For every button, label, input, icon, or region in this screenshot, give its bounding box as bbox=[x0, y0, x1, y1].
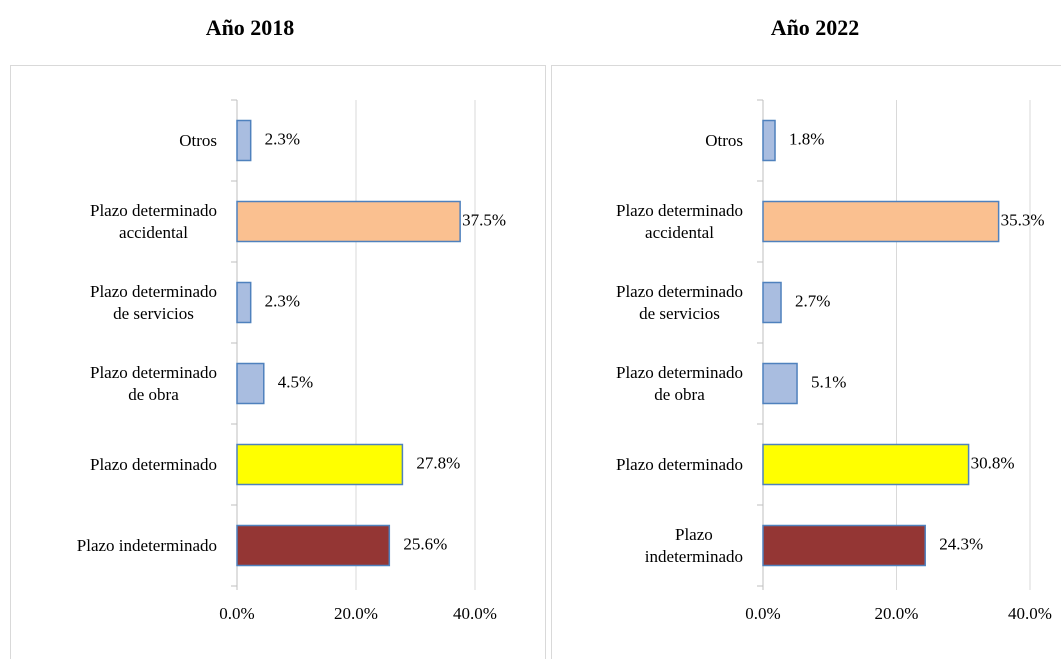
category-label: Otros bbox=[705, 130, 743, 150]
value-label: 2.3% bbox=[265, 291, 300, 310]
bar bbox=[762, 524, 926, 567]
bar bbox=[762, 362, 798, 405]
chart-title: Año 2022 bbox=[771, 15, 860, 40]
value-label: 27.8% bbox=[416, 453, 460, 472]
value-label: 2.7% bbox=[795, 291, 830, 310]
category-label: Plazo determinado de obra bbox=[616, 362, 743, 404]
bar bbox=[236, 200, 461, 243]
x-tick-label: 0.0% bbox=[745, 604, 780, 623]
bar bbox=[762, 281, 782, 324]
bar bbox=[236, 362, 265, 405]
category-label: Plazo determinado bbox=[616, 454, 743, 474]
x-tick-label: 40.0% bbox=[453, 604, 497, 623]
value-label: 24.3% bbox=[939, 534, 983, 553]
value-label: 4.5% bbox=[278, 372, 313, 391]
chart-frame bbox=[10, 65, 546, 659]
category-label: Plazo determinado de obra bbox=[90, 362, 217, 404]
category-label: Plazo determinado accidental bbox=[90, 200, 217, 242]
category-label: Plazo determinado accidental bbox=[616, 200, 743, 242]
bar bbox=[762, 119, 776, 162]
x-tick-label: 0.0% bbox=[219, 604, 254, 623]
bar bbox=[236, 119, 252, 162]
value-label: 1.8% bbox=[789, 129, 824, 148]
x-tick-label: 20.0% bbox=[875, 604, 919, 623]
value-label: 25.6% bbox=[403, 534, 447, 553]
category-label: Plazo determinado de servicios bbox=[616, 281, 743, 323]
value-label: 2.3% bbox=[265, 129, 300, 148]
value-label: 30.8% bbox=[971, 453, 1015, 472]
category-label: Otros bbox=[179, 130, 217, 150]
bar bbox=[236, 524, 391, 567]
bar bbox=[236, 443, 404, 486]
value-label: 35.3% bbox=[1001, 210, 1045, 229]
chart-title: Año 2018 bbox=[206, 15, 295, 40]
category-label: Plazo indeterminado bbox=[644, 524, 743, 566]
x-tick-label: 40.0% bbox=[1008, 604, 1052, 623]
category-label: Plazo determinado de servicios bbox=[90, 281, 217, 323]
value-label: 5.1% bbox=[811, 372, 846, 391]
x-tick-label: 20.0% bbox=[334, 604, 378, 623]
value-label: 37.5% bbox=[462, 210, 506, 229]
category-label: Plazo indeterminado bbox=[76, 535, 217, 555]
bar bbox=[762, 200, 1000, 243]
chart-frame bbox=[551, 65, 1061, 659]
bar bbox=[236, 281, 252, 324]
category-label: Plazo determinado bbox=[90, 454, 217, 474]
bar bbox=[762, 443, 970, 486]
